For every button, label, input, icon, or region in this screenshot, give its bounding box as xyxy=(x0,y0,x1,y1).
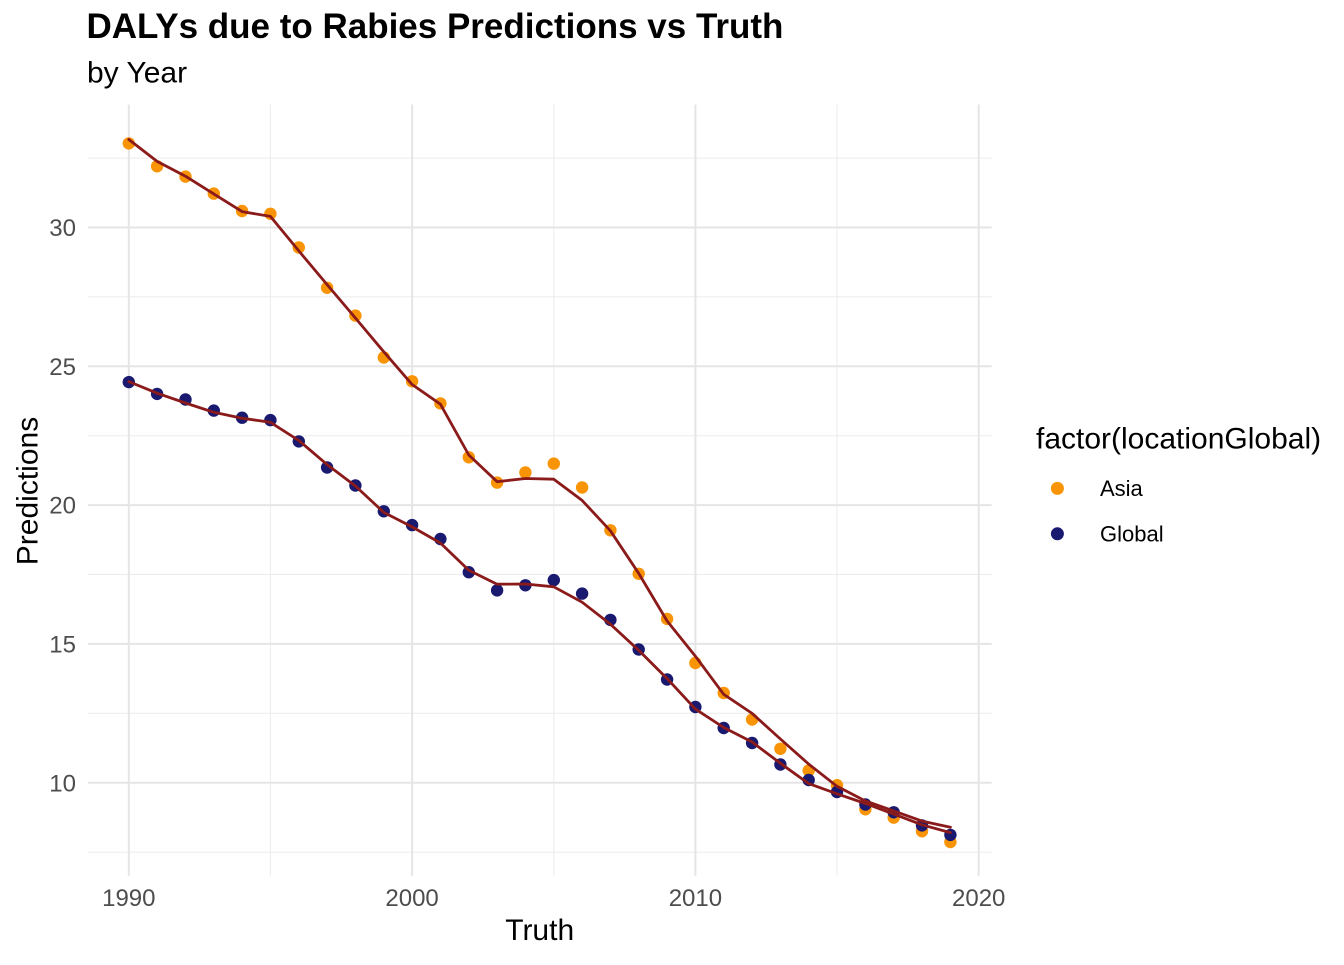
svg-text:15: 15 xyxy=(49,632,76,659)
svg-text:by Year: by Year xyxy=(87,57,187,90)
svg-text:10: 10 xyxy=(49,770,76,797)
svg-text:1990: 1990 xyxy=(102,885,155,912)
svg-text:Truth: Truth xyxy=(505,914,574,947)
svg-text:25: 25 xyxy=(49,354,76,381)
svg-text:factor(locationGlobal): factor(locationGlobal) xyxy=(1036,423,1321,456)
svg-text:Predictions: Predictions xyxy=(12,417,45,565)
svg-text:2010: 2010 xyxy=(669,885,722,912)
svg-text:2020: 2020 xyxy=(952,885,1005,912)
svg-text:2000: 2000 xyxy=(385,885,438,912)
svg-text:30: 30 xyxy=(49,215,76,242)
svg-text:Asia: Asia xyxy=(1100,476,1144,501)
svg-text:DALYs due to Rabies Prediction: DALYs due to Rabies Predictions vs Truth xyxy=(87,7,784,46)
svg-text:Global: Global xyxy=(1100,521,1164,546)
svg-text:20: 20 xyxy=(49,493,76,520)
